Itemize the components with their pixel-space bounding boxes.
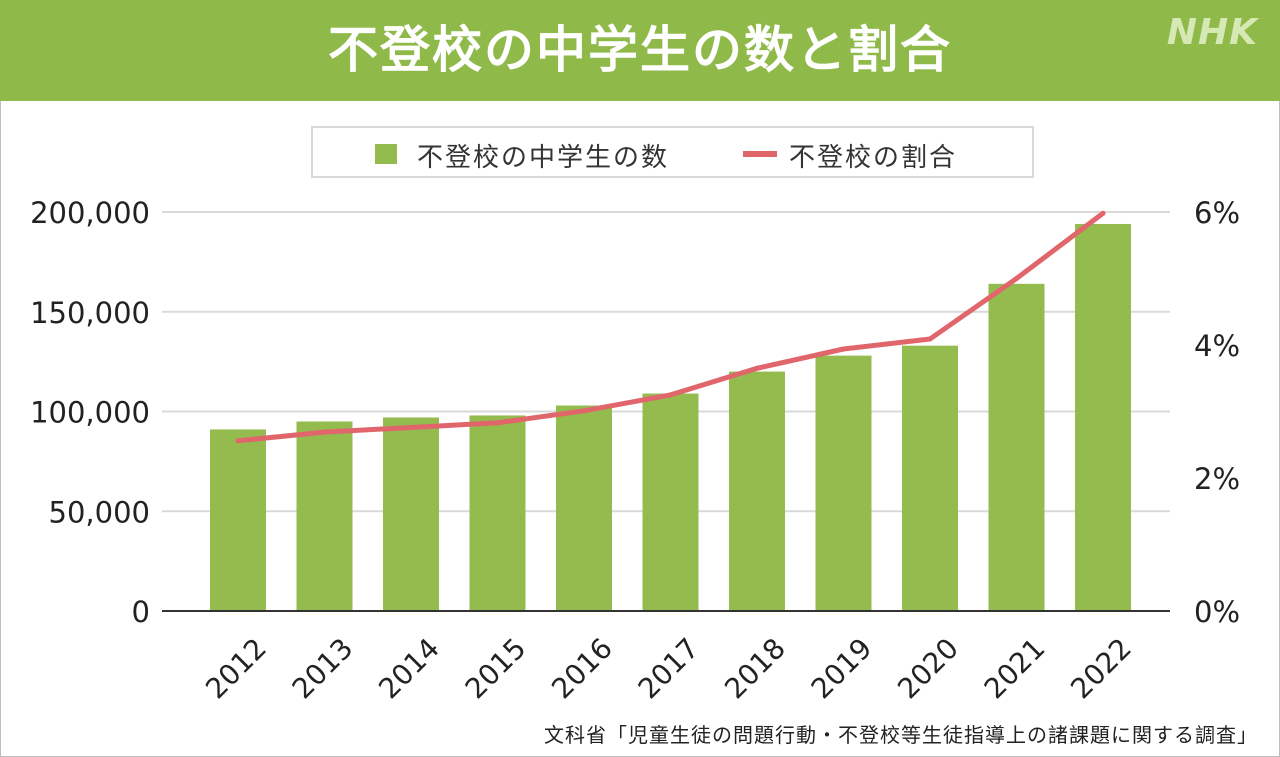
bar	[556, 405, 612, 611]
bar	[988, 283, 1045, 611]
rate-point	[235, 438, 241, 444]
y-left-tick-label: 200,000	[30, 196, 150, 230]
x-tick-label: 2012	[199, 632, 273, 706]
bar	[296, 421, 353, 611]
rate-point	[1100, 210, 1106, 216]
x-tick-label: 2018	[718, 632, 792, 706]
rate-point	[581, 408, 587, 414]
source-note: 文科省「児童生徒の問題行動・不登校等生徒指導上の諸課題に関する調査」	[544, 723, 1258, 747]
x-tick-label: 2022	[1064, 632, 1138, 706]
bar	[729, 371, 785, 611]
y-right-tick-label: 2%	[1194, 462, 1240, 496]
x-tick-label: 2013	[286, 632, 360, 706]
bar	[383, 417, 439, 611]
rate-point	[927, 336, 933, 342]
rate-point	[495, 420, 500, 426]
x-tick-label: 2019	[805, 632, 879, 706]
bar	[815, 355, 872, 611]
y-left-tick-label: 150,000	[30, 296, 150, 330]
bar	[1075, 223, 1131, 611]
bar	[902, 345, 958, 611]
y-left-tick-label: 100,000	[30, 396, 150, 430]
rate-point	[668, 392, 673, 398]
x-tick-label: 2016	[545, 632, 619, 706]
rate-point	[754, 365, 760, 371]
legend-bar-label: 不登校の中学生の数	[417, 143, 670, 173]
legend: 不登校の中学生の数 不登校の割合	[311, 126, 1034, 178]
x-tick-label: 2014	[372, 632, 446, 706]
legend-line-swatch	[743, 151, 777, 157]
legend-line-label: 不登校の割合	[789, 143, 958, 173]
rate-point	[1014, 276, 1019, 281]
bar	[210, 429, 266, 611]
x-tick-label: 2017	[632, 632, 706, 706]
y-right-tick-label: 4%	[1194, 329, 1240, 363]
x-tick-label: 2015	[459, 632, 533, 706]
x-tick-label: 2021	[978, 632, 1052, 706]
y-right-tick-label: 6%	[1194, 196, 1240, 230]
y-right-tick-label: 0%	[1194, 595, 1240, 629]
bar	[642, 393, 699, 611]
rate-point	[322, 429, 327, 435]
y-left-tick-label: 50,000	[49, 495, 150, 529]
title-bar: 不登校の中学生の数と割合 NHK	[0, 0, 1280, 101]
nhk-logo: NHK	[1166, 12, 1258, 53]
chart-title: 不登校の中学生の数と割合	[328, 21, 952, 79]
legend-bar-swatch	[375, 144, 397, 164]
x-tick-label: 2020	[891, 632, 965, 706]
y-left-tick-label: 0	[132, 595, 150, 629]
bar	[469, 415, 526, 611]
rate-point	[408, 424, 414, 430]
rate-point	[841, 346, 846, 352]
